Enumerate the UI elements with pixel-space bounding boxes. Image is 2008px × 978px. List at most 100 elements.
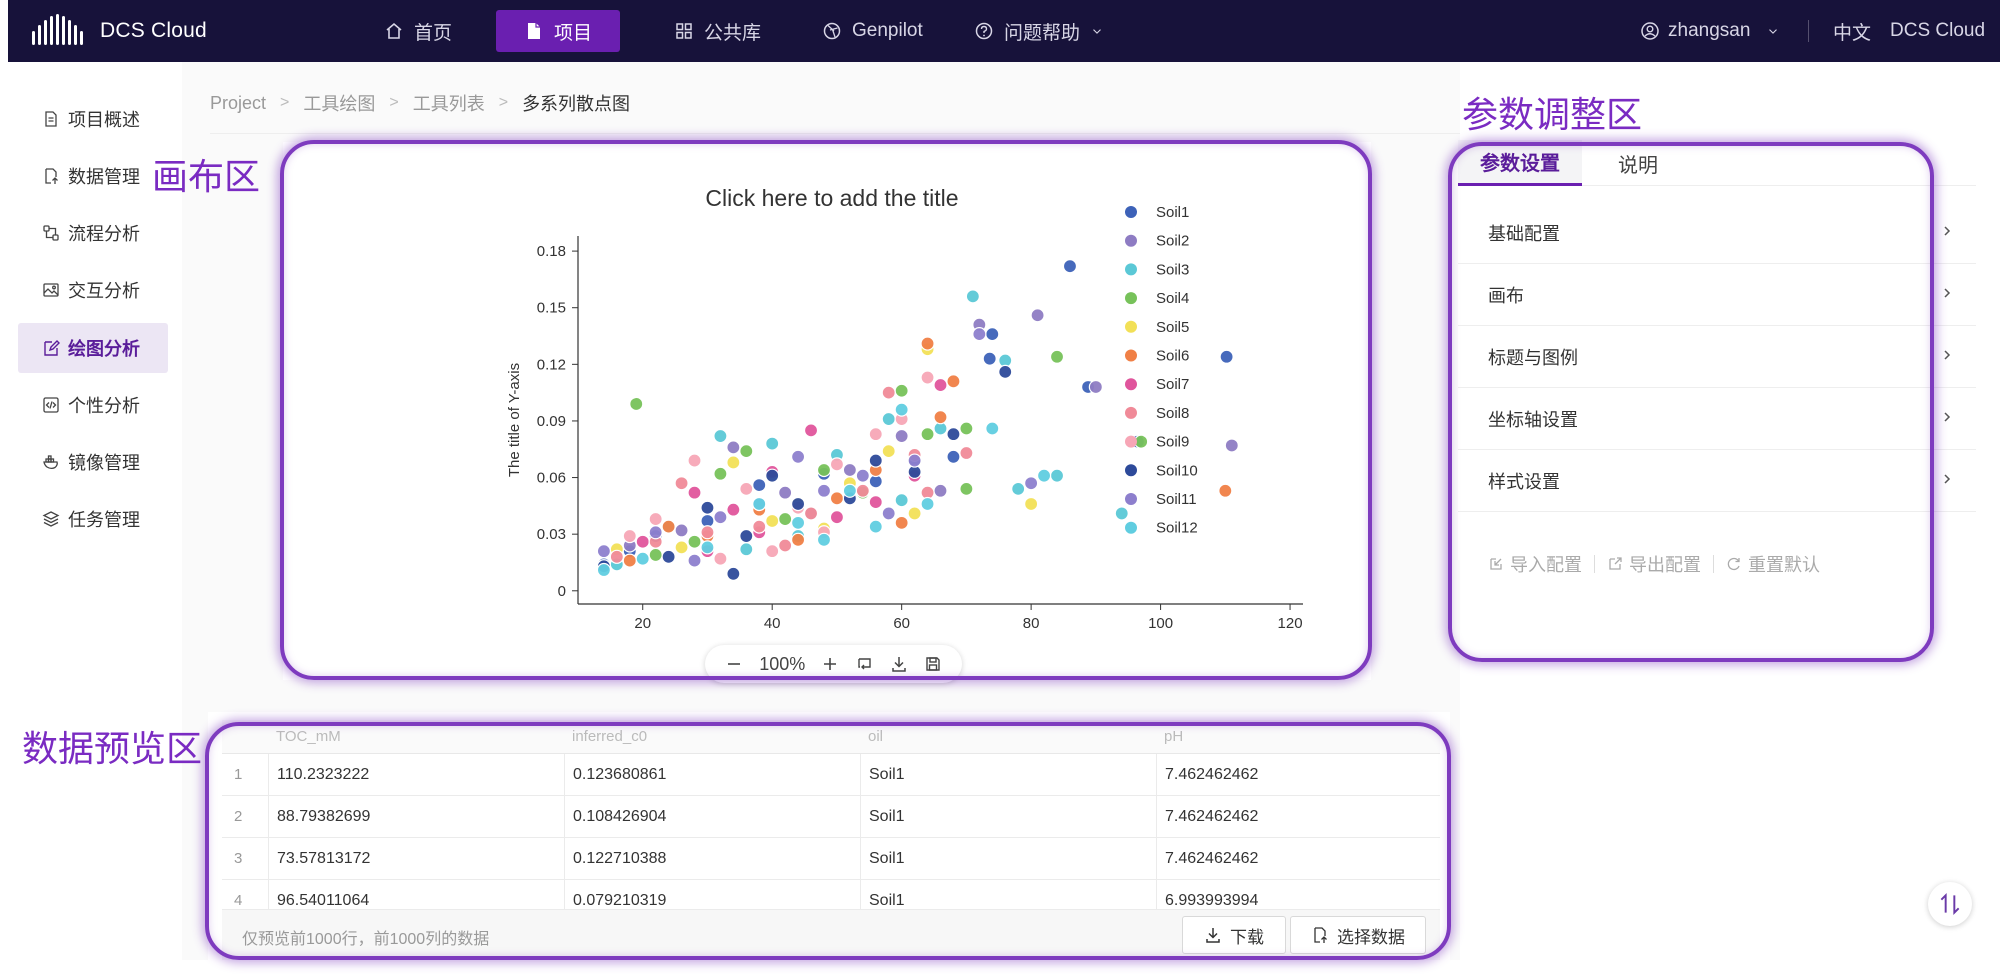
breadcrumb-project[interactable]: Project <box>210 92 267 113</box>
canvas-zone-label: 画布区 <box>152 157 261 198</box>
scatter-point <box>803 506 819 521</box>
legend-label: Soil10 <box>1156 462 1198 479</box>
sidebar-item-label: 交互分析 <box>68 281 140 301</box>
scatter-point <box>881 444 896 459</box>
zoom-out-icon[interactable] <box>725 655 743 673</box>
layers-icon <box>42 511 60 527</box>
reset-default-button[interactable]: 重置默认 <box>1726 551 1820 577</box>
scatter-point <box>629 396 644 412</box>
nav-genpilot[interactable]: Genpilot <box>806 10 939 52</box>
edit-icon <box>44 340 60 356</box>
reset-view-icon[interactable] <box>856 655 874 673</box>
scatter-point <box>713 510 728 525</box>
scatter-point <box>713 428 728 444</box>
scatter-point <box>881 385 896 400</box>
sidebar-item-image-mgmt[interactable]: 镜像管理 <box>18 437 168 487</box>
scatter-point <box>1030 308 1045 323</box>
scroll-toggle-button[interactable] <box>1928 882 1972 926</box>
y-axis-title[interactable]: The title of Y-axis <box>506 363 523 477</box>
params-zone-frame <box>1448 142 1934 662</box>
nav-project[interactable]: 项目 <box>496 10 620 52</box>
tab-params-label: 参数设置 <box>1480 153 1560 175</box>
legend-label: Soil3 <box>1156 261 1189 278</box>
export-config-button[interactable]: 导出配置 <box>1607 551 1701 577</box>
grid-icon <box>676 23 692 39</box>
app-logo[interactable]: DCS Cloud <box>30 10 207 52</box>
nav-home[interactable]: 首页 <box>368 10 468 52</box>
sidebar-item-custom[interactable]: 个性分析 <box>18 380 168 430</box>
sidebar-item-overview[interactable]: 项目概述 <box>18 94 168 144</box>
scatter-point <box>1114 506 1129 521</box>
sidebar-item-tasks[interactable]: 任务管理 <box>18 494 168 544</box>
scatter-point <box>868 494 883 510</box>
scatter-point <box>674 540 689 555</box>
scatter-point <box>881 506 896 521</box>
table-footer: 仅预览前1000行，前1000列的数据 下载 选择数据 <box>222 910 1440 960</box>
table-cell: Soil1 <box>860 880 1156 909</box>
section-title-legend[interactable]: 标题与图例 <box>1458 326 1976 388</box>
table-row: 2 88.79382699 0.108426904 Soil1 7.462462… <box>222 796 1440 838</box>
scatter-point <box>894 515 909 530</box>
scatter-point <box>687 553 702 568</box>
scatter-point <box>920 336 935 351</box>
row-index: 2 <box>234 808 243 825</box>
action-divider <box>1594 555 1595 573</box>
section-basic-config[interactable]: 基础配置 <box>1458 202 1976 264</box>
scatter-point <box>933 377 948 393</box>
tab-description[interactable]: 说明 <box>1582 140 1694 186</box>
section-canvas[interactable]: 画布 <box>1458 264 1976 326</box>
section-axis-settings[interactable]: 坐标轴设置 <box>1458 388 1976 450</box>
breadcrumb-tool-list[interactable]: 工具列表 <box>412 94 485 114</box>
sidebar-item-plotting[interactable]: 绘图分析 <box>18 323 168 373</box>
dcs-logo-icon <box>32 14 83 45</box>
table-cell: 73.57813172 <box>268 838 564 880</box>
y-tick-label: 0.03 <box>537 526 566 543</box>
chart-canvas[interactable] <box>283 142 1371 680</box>
breadcrumb: Project > 工具绘图 > 工具列表 > 多系列散点图 <box>210 90 630 116</box>
scatter-point <box>829 510 845 525</box>
sidebar-item-data[interactable]: 数据管理 <box>18 151 168 201</box>
table-cell: 96.54011064 <box>268 880 564 909</box>
download-icon[interactable] <box>890 655 908 673</box>
scatter-point <box>946 449 961 464</box>
select-data-button[interactable]: 选择数据 <box>1290 916 1426 954</box>
sidebar-item-label: 项目概述 <box>68 110 140 130</box>
scatter-point <box>790 515 806 530</box>
scatter-point <box>816 462 832 478</box>
breadcrumb-plot-tools[interactable]: 工具绘图 <box>303 94 376 114</box>
section-style-settings[interactable]: 样式设置 <box>1458 450 1976 512</box>
x-tick-label: 60 <box>893 615 910 632</box>
sidebar-item-label: 绘图分析 <box>68 339 140 359</box>
scatter-point <box>972 327 987 342</box>
scatter-point <box>596 562 611 578</box>
section-label: 基础配置 <box>1488 223 1560 244</box>
save-icon[interactable] <box>924 655 942 673</box>
download-button[interactable]: 下载 <box>1182 916 1286 954</box>
legend-marker <box>1125 320 1137 333</box>
tab-description-label: 说明 <box>1618 154 1658 177</box>
user-menu[interactable]: zhangsan <box>1640 10 1780 52</box>
nav-help[interactable]: 问题帮助 <box>958 10 1120 52</box>
scatter-point <box>635 551 650 566</box>
legend-label: Soil8 <box>1156 405 1189 422</box>
legend-label: Soil7 <box>1156 376 1189 393</box>
sidebar-item-flow[interactable]: 流程分析 <box>18 208 168 258</box>
chevron-right-icon <box>1944 474 1951 484</box>
scatter-point <box>946 427 961 442</box>
import-config-button[interactable]: 导入配置 <box>1488 551 1582 577</box>
zoom-in-icon[interactable] <box>821 655 839 673</box>
scatter-point <box>1024 476 1039 491</box>
legend-label: Soil5 <box>1156 319 1189 336</box>
scatter-chart[interactable]: Click here to add the title 20 40 60 80 100 12… <box>283 142 1371 680</box>
language-switch[interactable]: 中文 <box>1833 10 1871 52</box>
aperture-icon <box>823 22 841 40</box>
x-tick-label: 40 <box>764 615 781 632</box>
scatter-point <box>661 519 676 534</box>
scatter-point <box>752 496 767 512</box>
sidebar-item-interactive[interactable]: 交互分析 <box>18 265 168 315</box>
scatter-point <box>790 532 806 547</box>
chart-title[interactable]: Click here to add the title <box>705 185 958 211</box>
nav-public-library[interactable]: 公共库 <box>658 10 777 52</box>
preview-note: 仅预览前1000行，前1000列的数据 <box>242 931 490 948</box>
brand-link[interactable]: DCS Cloud <box>1890 10 1985 52</box>
